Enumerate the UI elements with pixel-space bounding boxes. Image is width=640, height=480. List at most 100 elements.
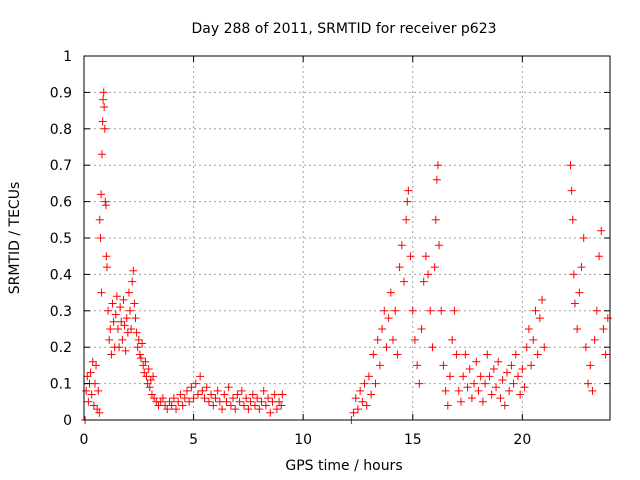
data-point bbox=[573, 325, 582, 333]
data-point bbox=[406, 252, 415, 261]
data-point bbox=[248, 390, 257, 399]
data-point bbox=[358, 397, 367, 406]
data-point bbox=[386, 288, 395, 297]
data-point bbox=[538, 295, 547, 304]
data-point bbox=[131, 314, 140, 323]
data-point bbox=[189, 394, 198, 403]
data-point bbox=[432, 175, 441, 184]
data-point bbox=[456, 397, 465, 406]
data-point bbox=[402, 215, 411, 224]
data-point bbox=[500, 401, 509, 410]
data-point bbox=[520, 383, 529, 392]
data-point bbox=[502, 368, 511, 377]
data-point bbox=[566, 161, 575, 170]
data-point bbox=[97, 288, 106, 297]
data-point bbox=[463, 383, 472, 392]
data-point bbox=[94, 386, 103, 395]
data-point bbox=[461, 350, 470, 359]
data-point bbox=[176, 390, 185, 399]
data-point bbox=[531, 306, 540, 315]
y-tick-label: 0.3 bbox=[50, 304, 72, 320]
data-point bbox=[101, 197, 110, 206]
data-point bbox=[89, 401, 98, 410]
data-point bbox=[403, 197, 412, 206]
data-point bbox=[433, 161, 442, 170]
data-point bbox=[465, 365, 474, 374]
data-point bbox=[257, 397, 266, 406]
data-point bbox=[373, 335, 382, 344]
data-point bbox=[527, 361, 536, 370]
data-point bbox=[353, 405, 362, 414]
data-point bbox=[204, 397, 213, 406]
data-point bbox=[244, 405, 253, 414]
data-point bbox=[516, 390, 525, 399]
data-point bbox=[144, 365, 153, 374]
data-point bbox=[570, 299, 579, 308]
data-point bbox=[253, 394, 262, 403]
data-point bbox=[97, 150, 106, 159]
data-point bbox=[264, 394, 273, 403]
data-point bbox=[417, 325, 426, 333]
data-point bbox=[172, 405, 181, 414]
data-point bbox=[92, 361, 101, 370]
data-point bbox=[187, 383, 196, 392]
y-tick-label: 0.6 bbox=[50, 195, 72, 211]
data-point bbox=[367, 390, 376, 399]
data-point bbox=[431, 215, 440, 224]
data-point bbox=[356, 386, 365, 395]
data-point bbox=[163, 405, 172, 414]
data-point bbox=[378, 325, 387, 333]
y-tick-label: 0.7 bbox=[50, 158, 72, 174]
data-point bbox=[100, 102, 109, 111]
data-point bbox=[364, 372, 373, 381]
chart-title: Day 288 of 2011, SRMTID for receiver p62… bbox=[191, 21, 496, 37]
data-point bbox=[96, 234, 105, 242]
data-point bbox=[360, 379, 369, 388]
data-point bbox=[123, 328, 132, 337]
data-point bbox=[246, 397, 255, 406]
data-point bbox=[478, 397, 487, 406]
data-point bbox=[99, 95, 108, 104]
data-point bbox=[569, 270, 578, 279]
data-point bbox=[250, 401, 259, 410]
data-point bbox=[115, 343, 124, 352]
data-point bbox=[509, 379, 518, 388]
x-tick-label: 15 bbox=[404, 432, 422, 448]
data-point bbox=[375, 361, 384, 370]
data-point bbox=[145, 383, 154, 392]
data-point bbox=[140, 368, 149, 377]
data-point bbox=[231, 405, 240, 414]
data-point bbox=[511, 350, 520, 359]
data-point bbox=[450, 306, 459, 315]
data-point bbox=[109, 317, 118, 326]
data-point bbox=[524, 325, 533, 333]
data-point bbox=[349, 408, 358, 417]
data-point bbox=[393, 350, 402, 359]
data-point bbox=[198, 386, 207, 395]
data-point bbox=[446, 372, 455, 381]
data-point bbox=[185, 397, 194, 406]
data-point bbox=[599, 325, 608, 333]
data-point bbox=[102, 252, 111, 261]
data-point bbox=[196, 372, 205, 381]
data-point bbox=[426, 306, 435, 315]
ticks bbox=[83, 55, 610, 421]
data-point bbox=[399, 277, 408, 286]
data-point bbox=[413, 361, 422, 370]
data-point bbox=[83, 372, 92, 381]
data-point bbox=[275, 397, 284, 406]
data-point bbox=[535, 314, 544, 323]
data-point bbox=[174, 397, 183, 406]
data-point bbox=[133, 343, 142, 352]
data-point bbox=[122, 314, 131, 323]
data-point bbox=[99, 88, 108, 97]
data-point bbox=[119, 295, 128, 304]
data-point bbox=[118, 335, 127, 344]
data-point bbox=[408, 306, 417, 315]
data-point bbox=[601, 350, 610, 359]
data-point bbox=[239, 401, 248, 410]
data-point bbox=[87, 390, 96, 399]
data-point bbox=[242, 394, 251, 403]
grid bbox=[84, 56, 610, 420]
y-tick-label: 0.8 bbox=[50, 122, 72, 138]
